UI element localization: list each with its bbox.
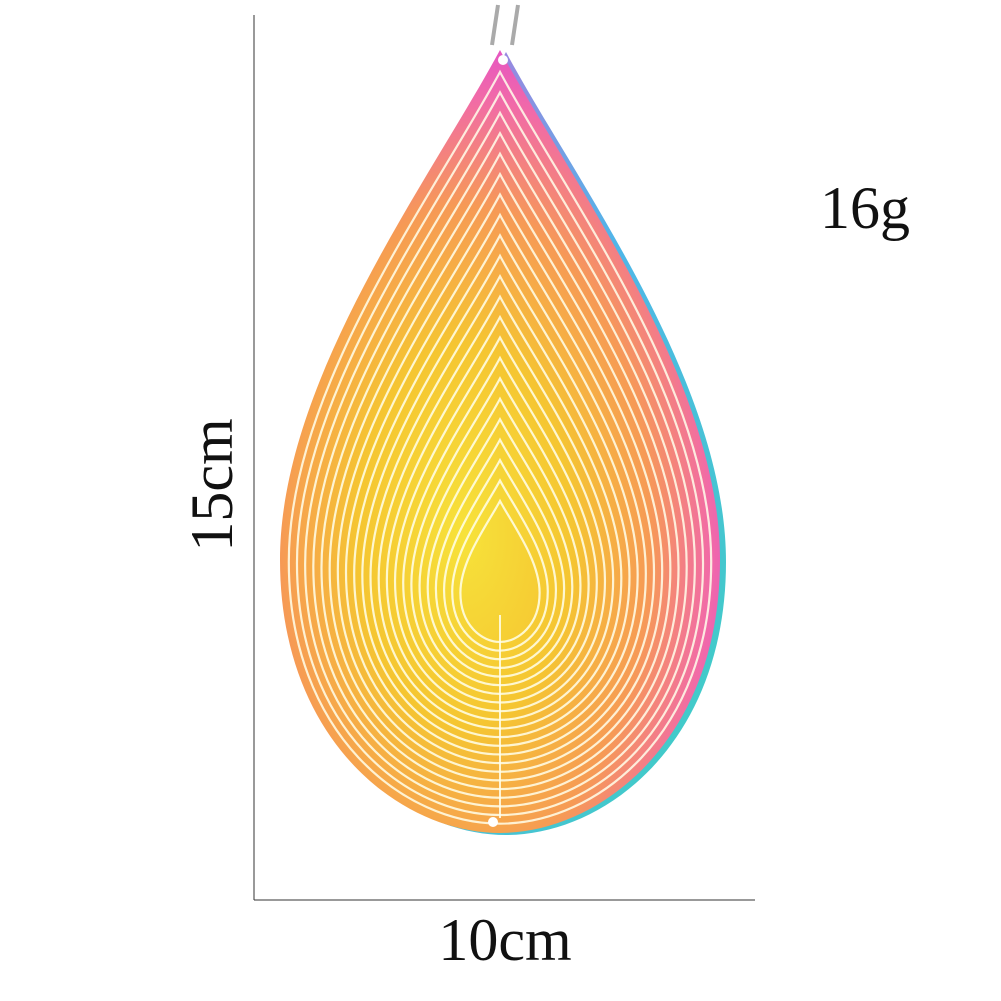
width-label: 10cm: [438, 907, 571, 973]
hanger: [490, 4, 520, 46]
weight-label: 16g: [820, 175, 910, 241]
rings: [287, 70, 713, 825]
bottom-hole: [488, 817, 498, 827]
height-label: 15cm: [179, 418, 245, 551]
top-hole: [498, 55, 508, 65]
